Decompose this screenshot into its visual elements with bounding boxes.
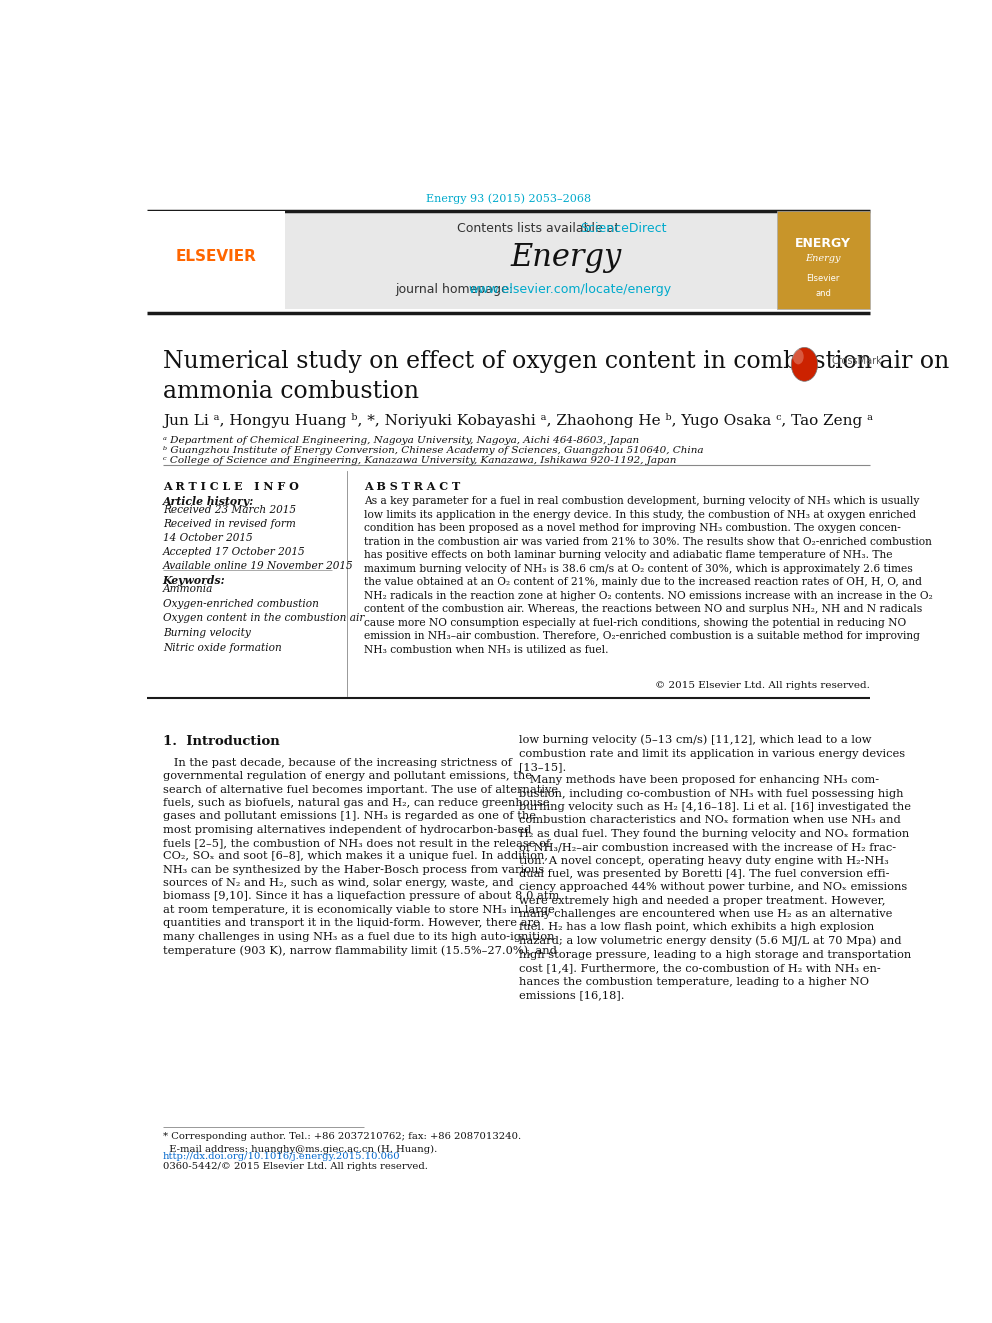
Text: and: and [815,288,831,298]
FancyBboxPatch shape [147,212,870,308]
Text: Received 23 March 2015
Received in revised form
14 October 2015
Accepted 17 Octo: Received 23 March 2015 Received in revis… [163,505,353,572]
Text: Energy: Energy [510,242,621,273]
Text: Ammonia
Oxygen-enriched combustion
Oxygen content in the combustion air
Burning : Ammonia Oxygen-enriched combustion Oxyge… [163,583,364,654]
Text: Jun Li ᵃ, Hongyu Huang ᵇ, *, Noriyuki Kobayashi ᵃ, Zhaohong He ᵇ, Yugo Osaka ᶜ, : Jun Li ᵃ, Hongyu Huang ᵇ, *, Noriyuki Ko… [163,413,873,427]
Text: http://dx.doi.org/10.1016/j.energy.2015.10.060: http://dx.doi.org/10.1016/j.energy.2015.… [163,1152,401,1162]
Text: In the past decade, because of the increasing strictness of
governmental regulat: In the past decade, because of the incre… [163,758,559,955]
Text: 0360-5442/© 2015 Elsevier Ltd. All rights reserved.: 0360-5442/© 2015 Elsevier Ltd. All right… [163,1162,428,1171]
Text: ᶜ College of Science and Engineering, Kanazawa University, Kanazawa, Ishikawa 92: ᶜ College of Science and Engineering, Ka… [163,456,677,464]
Text: Keywords:: Keywords: [163,574,225,586]
Text: © 2015 Elsevier Ltd. All rights reserved.: © 2015 Elsevier Ltd. All rights reserved… [655,681,870,689]
FancyBboxPatch shape [147,212,286,308]
Text: Numerical study on effect of oxygen content in combustion air on
ammonia combust: Numerical study on effect of oxygen cont… [163,349,949,404]
Text: 1.  Introduction: 1. Introduction [163,734,280,747]
Text: Article history:: Article history: [163,496,254,507]
Text: * Corresponding author. Tel.: +86 2037210762; fax: +86 2087013240.
  E-mail addr: * Corresponding author. Tel.: +86 203721… [163,1132,521,1154]
Text: journal homepage:: journal homepage: [395,283,517,296]
Text: low burning velocity (5–13 cm/s) [11,12], which lead to a low
combustion rate an: low burning velocity (5–13 cm/s) [11,12]… [519,734,912,1000]
Text: ScienceDirect: ScienceDirect [579,221,667,234]
Text: A R T I C L E   I N F O: A R T I C L E I N F O [163,480,299,492]
Text: www.elsevier.com/locate/energy: www.elsevier.com/locate/energy [468,283,672,296]
Text: As a key parameter for a fuel in real combustion development, burning velocity o: As a key parameter for a fuel in real co… [364,496,933,655]
FancyBboxPatch shape [777,212,870,308]
Ellipse shape [793,349,804,364]
Text: A B S T R A C T: A B S T R A C T [364,480,460,492]
Ellipse shape [792,348,817,381]
Text: ELSEVIER: ELSEVIER [176,249,257,265]
Text: ᵇ Guangzhou Institute of Energy Conversion, Chinese Academy of Sciences, Guangzh: ᵇ Guangzhou Institute of Energy Conversi… [163,446,703,455]
Text: Contents lists available at: Contents lists available at [457,221,624,234]
Text: Energy: Energy [806,254,841,263]
Text: ENERGY: ENERGY [795,237,851,250]
Text: ᵃ Department of Chemical Engineering, Nagoya University, Nagoya, Aichi 464-8603,: ᵃ Department of Chemical Engineering, Na… [163,437,639,445]
Text: Energy 93 (2015) 2053–2068: Energy 93 (2015) 2053–2068 [426,193,591,204]
Text: CrossMark: CrossMark [831,356,882,365]
Text: Elsevier: Elsevier [806,274,840,283]
